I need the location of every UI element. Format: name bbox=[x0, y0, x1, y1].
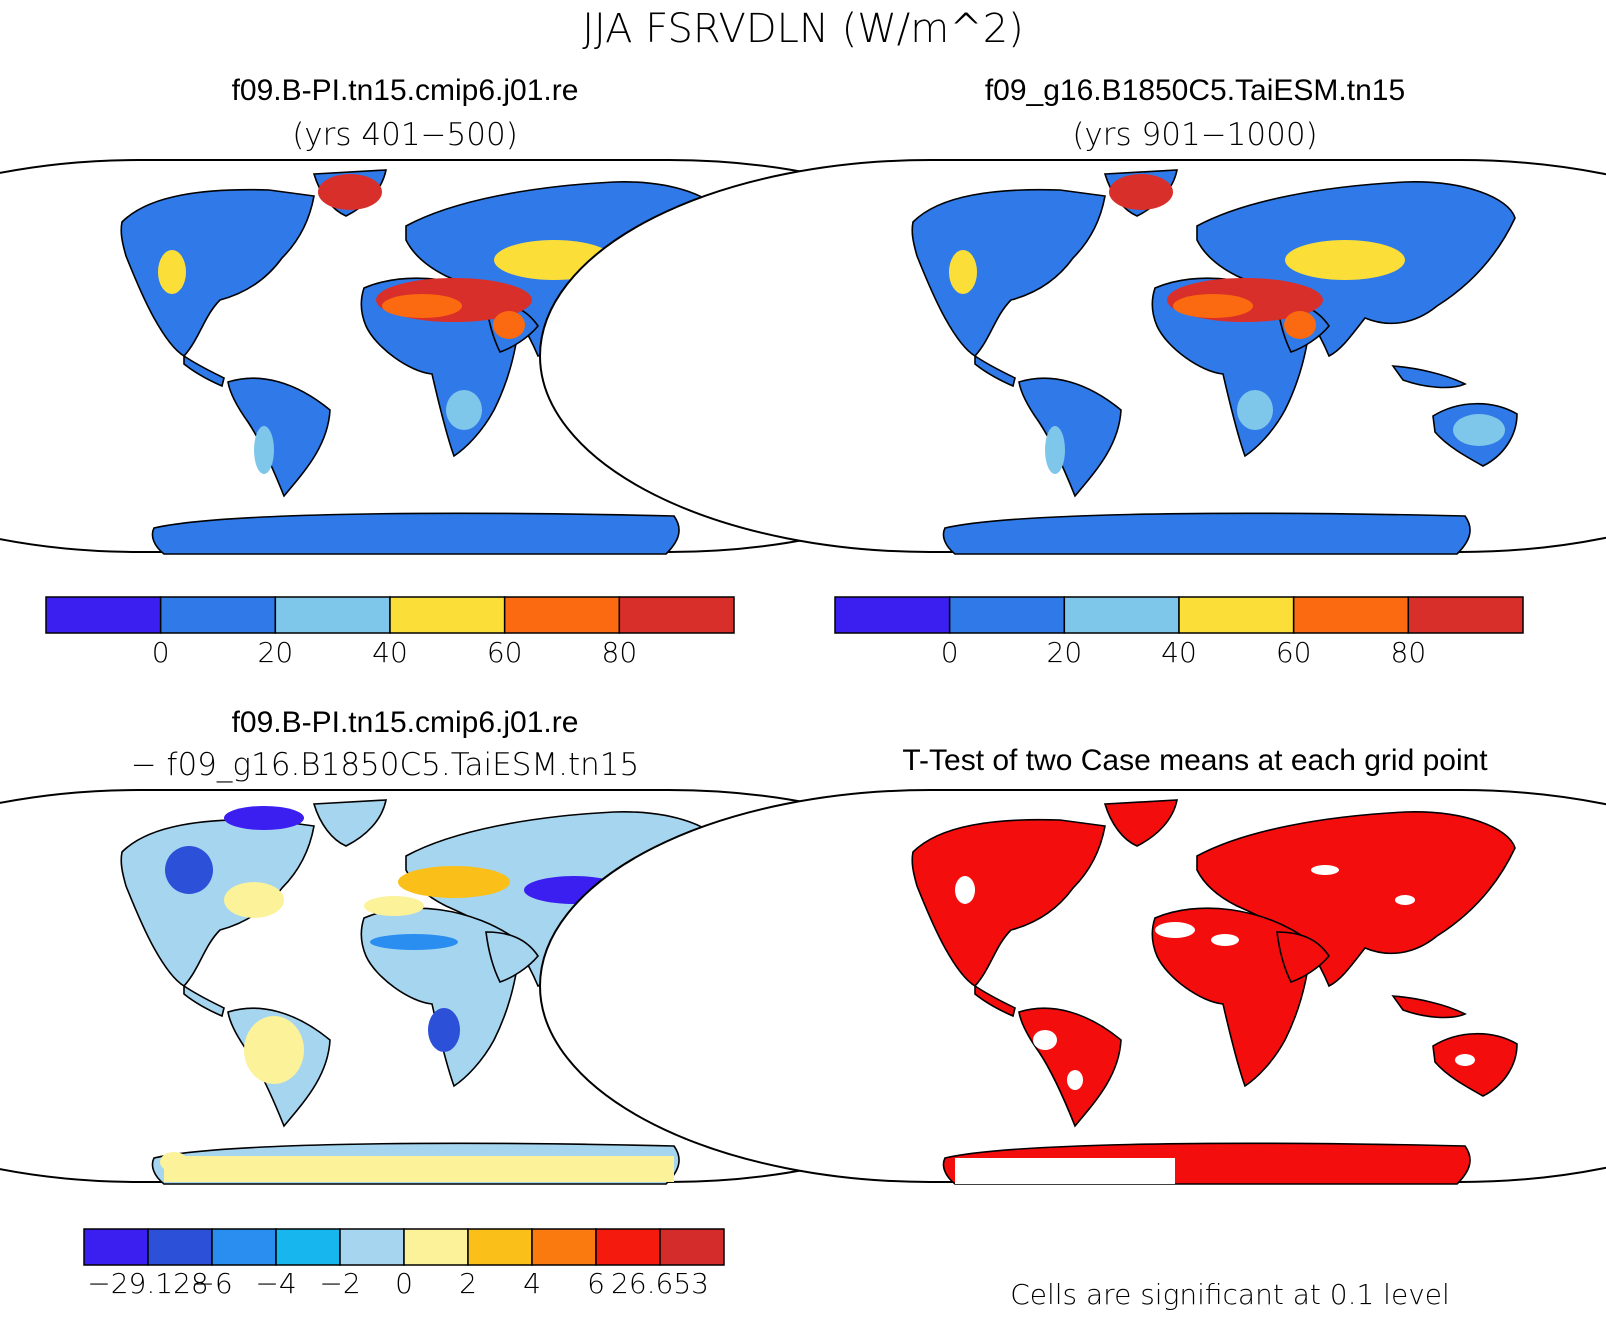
colorbar-swatch bbox=[1407, 596, 1524, 634]
colorbar-tick-label: 6 bbox=[587, 1267, 605, 1300]
colorbar-swatch bbox=[948, 596, 1066, 634]
colorbar-swatch bbox=[45, 596, 162, 634]
colorbar-case1: 0 20 40 60 80 bbox=[45, 596, 735, 669]
colorbar-tick-label: 20 bbox=[258, 636, 294, 669]
colorbar-tick-label: 40 bbox=[372, 636, 408, 669]
colorbar-tick-label: 80 bbox=[602, 636, 638, 669]
colorbar-tick-label: 2 bbox=[459, 1267, 477, 1300]
panel-subtitle: (yrs 401−500) bbox=[292, 117, 518, 153]
panel-subtitle: (yrs 901−1000) bbox=[1072, 117, 1317, 153]
colorbar-swatch bbox=[467, 1228, 533, 1266]
colorbar-tick-label: −29.128 bbox=[87, 1267, 208, 1300]
panel-title: T-Test of two Case means at each grid po… bbox=[902, 744, 1488, 777]
colorbar-tick-label: 60 bbox=[1276, 636, 1312, 669]
insignificant-patches bbox=[955, 865, 1475, 1184]
panel-subtitle: − f09_g16.B1850C5.TaiESM.tn15 bbox=[131, 747, 640, 783]
colorbar-tick-label: 26.653 bbox=[611, 1267, 709, 1300]
colorbar-swatch bbox=[531, 1228, 597, 1266]
panel-title: f09.B-PI.tn15.cmip6.j01.re bbox=[232, 706, 579, 739]
colorbar-swatch bbox=[211, 1228, 277, 1266]
significance-footnote: Cells are significant at 0.1 level bbox=[1010, 1278, 1450, 1311]
colorbar-swatch bbox=[1292, 596, 1410, 634]
colorbar-tick-label: 0 bbox=[152, 636, 170, 669]
map-ttest bbox=[539, 789, 1606, 1185]
colorbar-swatch bbox=[503, 596, 621, 634]
colorbar-swatch bbox=[339, 1228, 405, 1266]
colorbar-swatch bbox=[618, 596, 735, 634]
colorbar-swatch bbox=[389, 596, 506, 634]
panel-case2: f09_g16.B1850C5.TaiESM.tn15 (yrs 901−100… bbox=[539, 74, 1606, 669]
colorbar-swatch bbox=[403, 1228, 469, 1266]
colorbar-tick-label: 60 bbox=[487, 636, 523, 669]
map-case2 bbox=[539, 159, 1606, 555]
colorbar-tick-label: −2 bbox=[319, 1267, 360, 1300]
colorbar-tick-label: 0 bbox=[395, 1267, 413, 1300]
colorbar-tick-label: 20 bbox=[1047, 636, 1083, 669]
colorbar-tick-label: 80 bbox=[1391, 636, 1427, 669]
colorbar-tick-label: 4 bbox=[523, 1267, 541, 1300]
colorbar-difference: −29.128−6 −4 −2 0 2 4 6 26.653 bbox=[83, 1228, 725, 1300]
colorbar-swatch bbox=[1063, 596, 1180, 634]
colorbar-swatch bbox=[1178, 596, 1295, 634]
figure-main-title: JJA FSRVDLN (W/m^2) bbox=[582, 6, 1024, 52]
colorbar-tick-label: −6 bbox=[191, 1267, 232, 1300]
colorbar-tick-label: 40 bbox=[1161, 636, 1197, 669]
colorbar-swatch bbox=[159, 596, 277, 634]
colorbar-swatch bbox=[275, 1228, 341, 1266]
field-highlights bbox=[949, 174, 1505, 474]
field-highlights bbox=[160, 806, 696, 1182]
colorbar-case2: 0 20 40 60 80 bbox=[834, 596, 1524, 669]
colorbar-swatch bbox=[274, 596, 391, 634]
colorbar-tick-label: −4 bbox=[255, 1267, 296, 1300]
field-highlights bbox=[158, 174, 714, 474]
colorbar-swatch bbox=[659, 1228, 725, 1266]
colorbar-swatch bbox=[147, 1228, 213, 1266]
panel-title: f09_g16.B1850C5.TaiESM.tn15 bbox=[985, 74, 1405, 107]
colorbar-swatch bbox=[595, 1228, 661, 1266]
colorbar-tick-label: 0 bbox=[941, 636, 959, 669]
panel-title: f09.B-PI.tn15.cmip6.j01.re bbox=[232, 74, 579, 107]
colorbar-swatch bbox=[83, 1228, 149, 1266]
colorbar-swatch bbox=[834, 596, 951, 634]
panel-ttest: T-Test of two Case means at each grid po… bbox=[539, 744, 1606, 1311]
